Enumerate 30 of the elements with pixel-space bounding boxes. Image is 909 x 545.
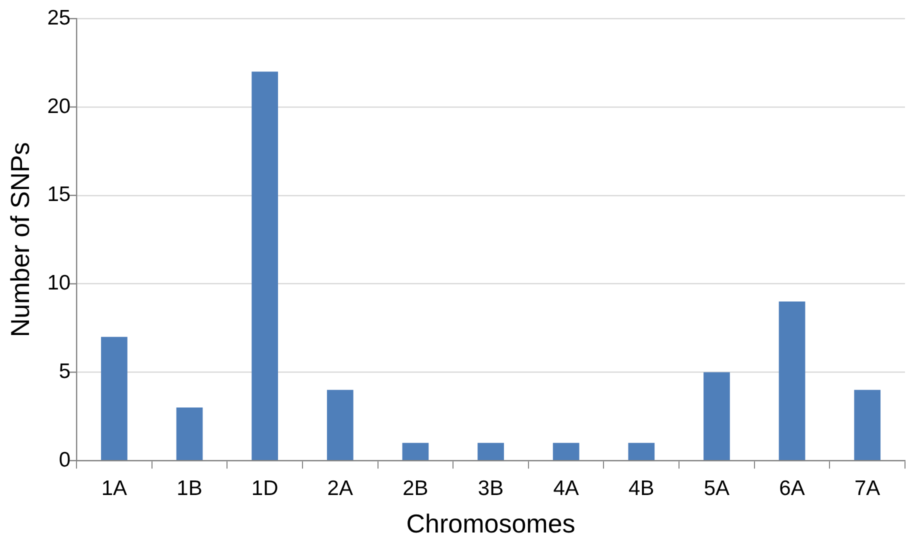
bar [552,442,580,460]
x-tick-label: 6A [779,476,805,500]
bar [252,72,278,460]
x-tick-label: 7A [854,476,880,500]
x-tick-label: 4B [628,476,654,500]
bar [101,336,128,460]
x-tick-label: 1D [251,476,278,500]
bar [402,442,429,460]
x-tick-label: 4A [553,476,579,500]
y-tick-label: 0 [58,448,71,472]
bar [326,390,354,460]
y-tick-label: 5 [58,360,71,383]
bar [176,408,203,460]
x-tick-label: 2B [402,476,428,500]
x-tick-label: 2A [327,476,353,500]
y-tick-label: 15 [47,183,71,206]
x-tick-label: 1A [101,476,128,500]
bar [854,390,881,460]
bar [628,442,655,460]
x-tick-label: 1B [176,476,202,500]
bar [704,372,730,460]
bar [478,442,504,460]
y-axis-title: Number of SNPs [4,142,35,338]
x-axis-title: Chromosomes [406,508,576,539]
y-tick-label: 20 [47,94,71,118]
y-tick-label: 10 [47,272,71,295]
x-tick-label: 3B [478,476,504,500]
y-tick-label: 25 [47,6,71,30]
bar [778,301,806,460]
x-tick-label: 5A [704,476,730,500]
